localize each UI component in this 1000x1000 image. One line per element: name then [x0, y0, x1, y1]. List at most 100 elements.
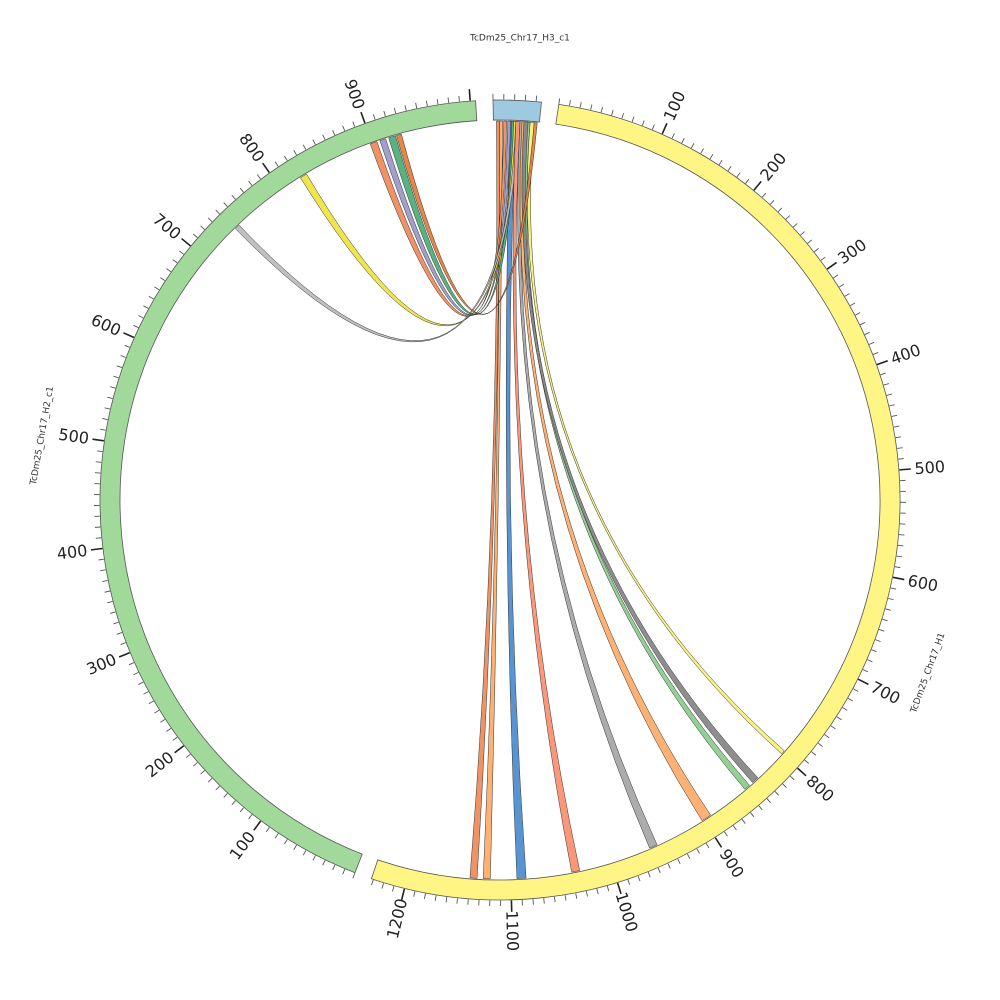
minor-tick — [192, 233, 198, 238]
minor-tick — [332, 864, 336, 871]
minor-tick — [543, 898, 545, 904]
minor-tick — [393, 107, 397, 114]
minor-tick — [558, 98, 561, 104]
minor-tick — [404, 105, 407, 111]
tick-label: 400 — [888, 340, 923, 368]
minor-tick — [817, 742, 823, 747]
minor-tick — [820, 256, 826, 261]
minor-tick — [690, 143, 695, 149]
major-tick — [826, 261, 838, 270]
minor-tick — [611, 109, 614, 116]
minor-tick — [885, 608, 891, 611]
major-tick — [400, 888, 406, 901]
minor-tick — [372, 114, 376, 120]
minor-tick — [891, 414, 898, 417]
tick-label: 100 — [660, 88, 690, 124]
minor-tick — [110, 611, 116, 614]
minor-tick — [274, 161, 279, 167]
minor-tick — [895, 436, 902, 439]
major-tick — [123, 332, 135, 339]
minor-tick — [302, 144, 307, 150]
chromosome-label: TcDm25_Chr17_H2_c1 — [29, 386, 56, 487]
minor-tick — [284, 839, 288, 845]
minor-tick — [312, 855, 316, 861]
minor-tick — [215, 209, 220, 215]
tick-label: 900 — [716, 845, 748, 881]
major-tick — [262, 162, 270, 174]
major-tick — [876, 359, 889, 366]
link-ribbon — [396, 122, 538, 315]
minor-tick — [172, 736, 178, 741]
major-tick — [92, 438, 105, 442]
minor-tick — [782, 783, 787, 788]
minor-tick — [745, 178, 750, 184]
tick-label: 500 — [914, 457, 946, 478]
minor-tick — [814, 248, 819, 253]
minor-tick — [293, 150, 297, 156]
minor-tick — [637, 875, 641, 882]
minor-tick — [143, 305, 149, 309]
minor-tick — [445, 896, 448, 903]
minor-tick — [456, 898, 458, 904]
minor-tick — [172, 259, 178, 264]
major-tick — [899, 468, 911, 471]
minor-tick — [600, 107, 603, 113]
minor-tick — [807, 239, 813, 244]
minor-tick — [120, 355, 126, 358]
minor-tick — [322, 860, 326, 866]
minor-tick — [741, 818, 746, 824]
minor-tick — [651, 124, 655, 130]
major-tick — [857, 678, 869, 686]
minor-tick — [352, 121, 356, 127]
minor-tick — [621, 113, 624, 119]
minor-tick — [102, 418, 108, 421]
minor-tick — [758, 805, 763, 811]
chromosome-label: TcDm25_Chr17_H3_c1 — [469, 33, 570, 43]
minor-tick — [98, 558, 104, 561]
major-tick — [714, 837, 723, 848]
ideogram-TcDm25_Chr17_H3_c1 — [492, 99, 542, 123]
minor-tick — [256, 174, 261, 180]
minor-tick — [844, 293, 850, 297]
minor-tick — [154, 286, 160, 291]
minor-tick — [585, 890, 588, 897]
major-tick — [118, 651, 131, 658]
minor-tick — [413, 891, 416, 897]
minor-tick — [371, 879, 374, 886]
minor-tick — [128, 662, 135, 666]
minor-tick — [231, 800, 236, 806]
minor-tick — [100, 569, 106, 572]
minor-tick — [239, 187, 244, 193]
major-tick — [661, 122, 668, 135]
minor-tick — [852, 688, 859, 692]
minor-tick — [777, 207, 783, 213]
tick-label: 400 — [56, 541, 89, 564]
minor-tick — [696, 848, 700, 854]
minor-tick — [425, 100, 428, 107]
minor-tick — [882, 618, 888, 622]
minor-tick — [166, 727, 172, 732]
tick-label: 700 — [868, 678, 904, 709]
minor-tick — [855, 312, 861, 316]
major-tick — [616, 882, 622, 895]
minor-tick — [894, 566, 901, 569]
tick-label: 300 — [84, 650, 119, 679]
minor-tick — [836, 716, 842, 721]
minor-tick — [867, 659, 873, 663]
minor-tick — [888, 597, 894, 601]
minor-tick — [631, 116, 635, 123]
chromosome-label: TcDm25_Chr17_H1 — [909, 632, 948, 716]
minor-tick — [436, 98, 439, 105]
minor-tick — [392, 886, 395, 892]
minor-tick — [107, 396, 113, 399]
tick-label: 1000 — [612, 890, 642, 935]
minor-tick — [564, 895, 567, 901]
minor-tick — [423, 893, 426, 899]
minor-tick — [434, 895, 437, 901]
minor-tick — [883, 383, 890, 386]
minor-tick — [898, 458, 904, 460]
minor-tick — [681, 138, 685, 144]
major-tick — [174, 745, 185, 754]
minor-tick — [207, 778, 213, 783]
minor-tick — [200, 225, 205, 230]
